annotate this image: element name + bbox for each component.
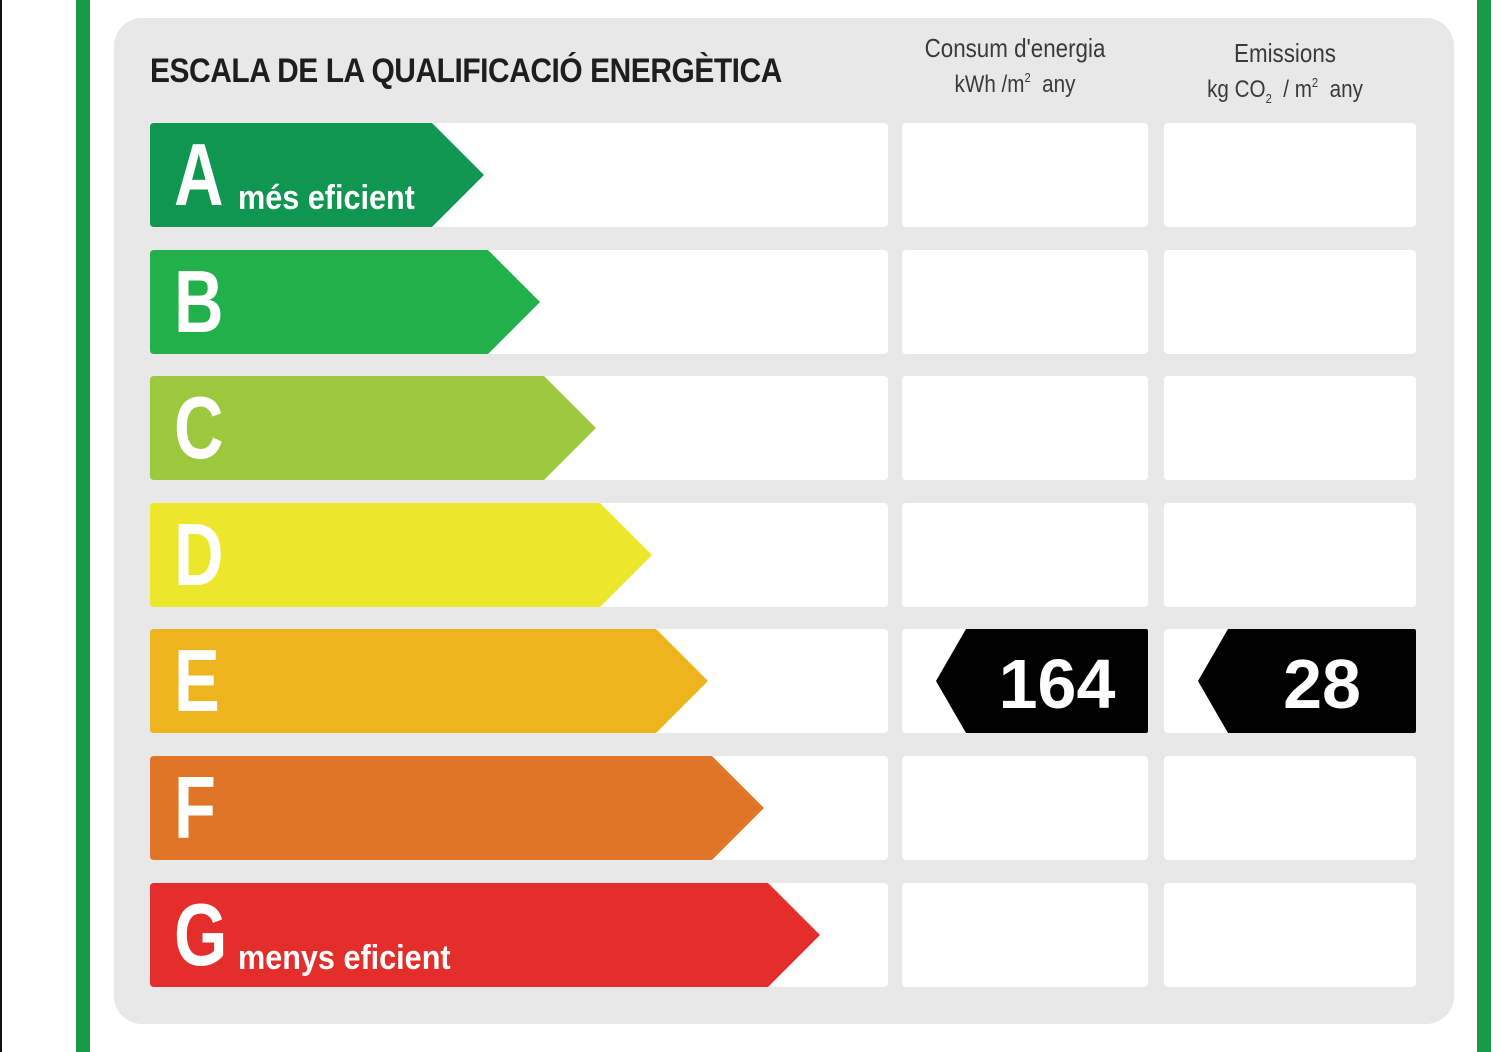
energy-cell-c (902, 376, 1148, 480)
emissions-header-title: Emissions (1234, 38, 1336, 68)
energy-column-header: Consum d'energia kWh /m2 any (908, 33, 1123, 100)
class-arrow-fill-g (150, 883, 820, 987)
emissions-indicator-shape (1198, 629, 1416, 733)
class-sublabel-g: menys eficient (238, 939, 451, 977)
class-arrow-shape-e (150, 629, 708, 733)
class-letter-e: E (174, 631, 220, 730)
emissions-value: 28 (1283, 645, 1361, 723)
frame-left-line (0, 0, 2, 1052)
energy-cell-d (902, 503, 1148, 607)
energy-indicator: 164 (936, 629, 1148, 733)
class-arrow-shape-b (150, 250, 540, 354)
class-arrow-fill-a (150, 123, 484, 227)
label-title: ESCALA DE LA QUALIFICACIÓ ENERGÈTICA (150, 52, 782, 90)
frame-green-left (76, 0, 90, 1052)
rating-row-d: D (150, 503, 1416, 607)
energy-header-unit: kWh /m2 any (954, 70, 1076, 99)
frame-green-right (1477, 0, 1491, 1052)
energy-cell-e: 164 (902, 629, 1148, 733)
class-arrow-shape-g (150, 883, 820, 987)
emissions-column-header: Emissions kg CO2 / m2 any (1178, 38, 1393, 107)
rating-row-c: C (150, 376, 1416, 480)
class-arrow-fill-d (150, 503, 652, 607)
energy-indicator-shape (936, 629, 1148, 733)
emissions-header-unit: kg CO2 / m2 any (1207, 75, 1363, 107)
class-arrow-shape-a (150, 123, 484, 227)
class-arrow-shape-f (150, 756, 764, 860)
energy-value: 164 (998, 645, 1116, 723)
class-arrow-e: E (150, 629, 708, 733)
class-arrow-c: C (150, 376, 596, 480)
class-letter-b: B (174, 252, 224, 351)
rating-row-e: E 164 28 (150, 629, 1416, 733)
class-arrow-fill-c (150, 376, 596, 480)
class-arrow-fill-b (150, 250, 540, 354)
emissions-cell-c (1164, 376, 1416, 480)
emissions-indicator: 28 (1198, 629, 1416, 733)
class-arrow-shape-d (150, 503, 652, 607)
energy-header-title: Consum d'energia (924, 33, 1106, 63)
class-letter-f: F (174, 758, 216, 857)
class-arrow-shape-c (150, 376, 596, 480)
rating-row-b: B (150, 250, 1416, 354)
energy-cell-g (902, 883, 1148, 987)
class-arrow-f: F (150, 756, 764, 860)
class-letter-c: C (174, 378, 224, 477)
emissions-cell-a (1164, 123, 1416, 227)
class-sublabel-a: més eficient (238, 179, 415, 217)
class-letter-a: A (174, 125, 224, 224)
emissions-cell-e: 28 (1164, 629, 1416, 733)
energy-cell-b (902, 250, 1148, 354)
energy-cell-f (902, 756, 1148, 860)
emissions-cell-g (1164, 883, 1416, 987)
rating-row-f: F (150, 756, 1416, 860)
class-letter-g: G (174, 885, 228, 984)
emissions-cell-f (1164, 756, 1416, 860)
class-arrow-d: D (150, 503, 652, 607)
class-arrow-fill-e (150, 629, 708, 733)
class-arrow-b: B (150, 250, 540, 354)
class-letter-d: D (174, 505, 224, 604)
energy-cell-a (902, 123, 1148, 227)
class-arrow-fill-f (150, 756, 764, 860)
emissions-cell-b (1164, 250, 1416, 354)
emissions-cell-d (1164, 503, 1416, 607)
